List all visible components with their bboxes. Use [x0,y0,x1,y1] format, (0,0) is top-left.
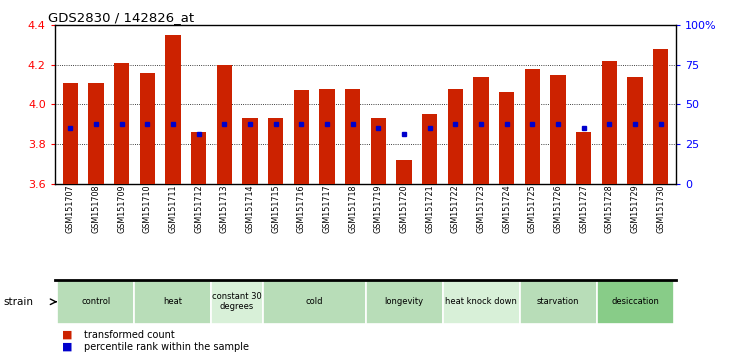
Bar [242,118,257,184]
Text: GSM151726: GSM151726 [553,184,563,233]
Text: starvation: starvation [537,297,579,306]
Text: control: control [81,297,110,306]
Text: GSM151712: GSM151712 [194,184,203,233]
Bar [114,63,129,184]
Bar [191,132,206,184]
Text: percentile rank within the sample: percentile rank within the sample [84,342,249,352]
Text: ■: ■ [62,342,72,352]
Text: GSM151730: GSM151730 [656,184,665,233]
Text: GSM151711: GSM151711 [168,184,178,233]
Bar [442,280,520,324]
Bar [576,132,591,184]
Bar [602,61,617,184]
Bar [653,48,668,184]
Bar [520,280,596,324]
Text: GSM151715: GSM151715 [271,184,280,233]
Text: GSM151724: GSM151724 [502,184,511,233]
Text: GSM151721: GSM151721 [425,184,434,233]
Text: cold: cold [306,297,323,306]
Bar [525,69,540,184]
Bar [627,76,643,184]
Text: GSM151707: GSM151707 [66,184,75,233]
Text: heat: heat [164,297,183,306]
Text: GSM151716: GSM151716 [297,184,306,233]
Bar [263,280,366,324]
Bar [216,64,232,184]
Bar [474,76,489,184]
Bar [396,160,412,184]
Text: GSM151710: GSM151710 [143,184,152,233]
Text: longevity: longevity [385,297,423,306]
Text: GSM151718: GSM151718 [348,184,357,233]
Bar [319,88,335,184]
Bar [88,82,104,184]
Text: GSM151713: GSM151713 [220,184,229,233]
Text: GSM151727: GSM151727 [579,184,588,233]
Bar [371,118,386,184]
Text: transformed count: transformed count [84,330,175,339]
Text: GSM151723: GSM151723 [477,184,485,233]
Text: strain: strain [4,297,34,307]
Bar [366,280,442,324]
Bar [550,75,566,184]
Text: heat knock down: heat knock down [445,297,517,306]
Text: constant 30
degrees: constant 30 degrees [212,292,262,312]
Text: GSM151714: GSM151714 [246,184,254,233]
Text: GSM151722: GSM151722 [451,184,460,233]
Bar [447,88,463,184]
Bar [211,280,263,324]
Bar [294,91,309,184]
Text: GSM151717: GSM151717 [322,184,331,233]
Bar [63,82,78,184]
Bar [499,92,515,184]
Bar [135,280,211,324]
Text: GSM151728: GSM151728 [605,184,614,233]
Text: ■: ■ [62,330,72,339]
Text: GSM151720: GSM151720 [400,184,409,233]
Bar [422,114,437,184]
Text: GSM151719: GSM151719 [374,184,383,233]
Bar [165,35,181,184]
Text: desiccation: desiccation [611,297,659,306]
Text: GSM151729: GSM151729 [631,184,640,233]
Text: GSM151709: GSM151709 [117,184,126,233]
Text: GDS2830 / 142826_at: GDS2830 / 142826_at [48,11,194,24]
Text: GSM151725: GSM151725 [528,184,537,233]
Bar [140,73,155,184]
Bar [345,88,360,184]
Bar [58,280,135,324]
Text: GSM151708: GSM151708 [91,184,100,233]
Bar [596,280,673,324]
Bar [268,118,284,184]
